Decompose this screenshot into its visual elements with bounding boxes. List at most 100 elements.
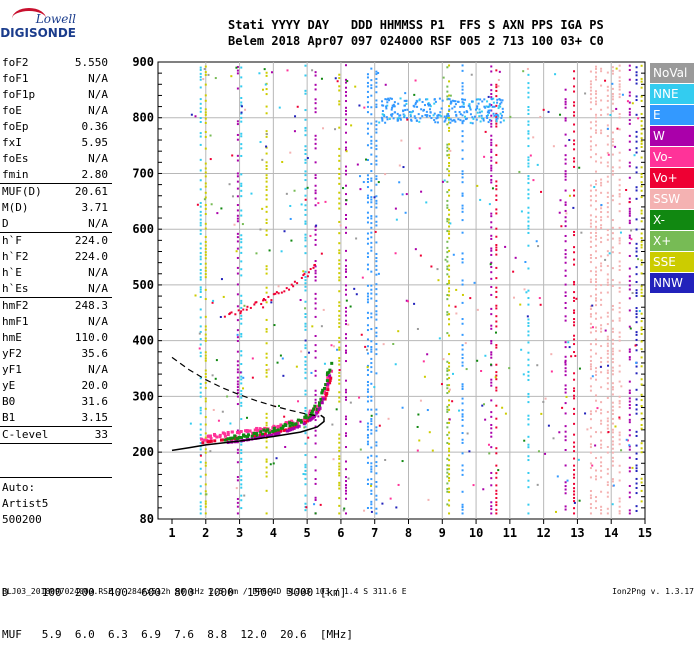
echo-point xyxy=(190,113,193,116)
echo-point xyxy=(382,343,385,346)
echo-point xyxy=(448,294,451,297)
echo-point xyxy=(589,199,592,202)
echo-point xyxy=(564,98,567,101)
echo-point xyxy=(495,476,498,479)
echo-point xyxy=(311,325,314,328)
trace-point xyxy=(291,423,295,427)
echo-point xyxy=(589,83,592,86)
echo-point xyxy=(461,130,464,133)
echo-point xyxy=(199,330,202,333)
echo-point xyxy=(344,226,347,229)
echo-point xyxy=(214,77,217,80)
echo-point xyxy=(343,507,346,510)
echo-point xyxy=(573,389,576,392)
echo-point xyxy=(370,246,373,249)
echo-point xyxy=(370,346,373,349)
trace-point xyxy=(307,271,310,274)
trace-point xyxy=(325,379,329,383)
echo-point xyxy=(204,512,207,515)
trace-point xyxy=(202,438,206,442)
echo-point xyxy=(265,130,268,133)
echo-point xyxy=(366,388,369,391)
echo-point xyxy=(573,85,576,88)
echo-point xyxy=(635,372,638,375)
echo-point xyxy=(573,372,576,375)
echo-point xyxy=(436,268,439,271)
echo-point xyxy=(296,105,299,108)
echo-point xyxy=(314,176,317,179)
trace-point xyxy=(253,303,256,306)
echo-point xyxy=(635,218,638,221)
y-tick-label: 900 xyxy=(132,55,154,69)
trace-point xyxy=(233,437,237,441)
echo-point xyxy=(640,140,643,143)
echo-point xyxy=(461,64,464,67)
echo-point xyxy=(513,296,516,299)
echo-point xyxy=(635,71,638,74)
echo-point xyxy=(490,339,493,342)
echo-point xyxy=(606,315,609,318)
echo-point xyxy=(628,389,631,392)
echo-point xyxy=(595,507,598,510)
echo-point xyxy=(338,382,341,385)
echo-point xyxy=(469,108,472,111)
echo-point xyxy=(628,392,631,395)
echo-point xyxy=(635,247,638,250)
echo-point xyxy=(635,135,638,138)
trace-point xyxy=(326,388,330,392)
echo-point xyxy=(314,74,317,77)
trace-point xyxy=(296,282,299,285)
echo-point xyxy=(414,117,417,120)
echo-point xyxy=(366,369,369,372)
echo-point xyxy=(338,446,341,449)
echo-point xyxy=(446,410,449,413)
echo-point xyxy=(405,193,408,196)
echo-point xyxy=(527,130,530,133)
echo-point xyxy=(573,450,576,453)
echo-point xyxy=(344,113,347,116)
echo-point xyxy=(204,147,207,150)
echo-point xyxy=(420,190,423,193)
echo-point xyxy=(589,256,592,259)
param-value: 0.36 xyxy=(81,120,109,133)
x-tick-label: 14 xyxy=(604,526,618,540)
echo-point xyxy=(263,68,266,71)
echo-point xyxy=(366,317,369,320)
echo-point xyxy=(338,437,341,440)
echo-point xyxy=(258,72,261,75)
echo-point xyxy=(236,403,239,406)
echo-point xyxy=(427,103,430,106)
echo-point xyxy=(199,232,202,235)
echo-point xyxy=(618,69,621,72)
echo-point xyxy=(344,149,347,152)
echo-point xyxy=(265,421,268,424)
trace-point xyxy=(265,434,269,438)
echo-point xyxy=(375,224,378,227)
echo-point xyxy=(589,219,592,222)
echo-point xyxy=(527,378,530,381)
echo-point xyxy=(607,431,610,434)
echo-point xyxy=(461,418,464,421)
echo-point xyxy=(304,409,307,412)
echo-point xyxy=(595,153,598,156)
echo-point xyxy=(304,328,307,331)
echo-point xyxy=(400,139,403,142)
echo-point xyxy=(304,307,307,310)
echo-point xyxy=(628,176,631,179)
echo-point xyxy=(448,279,451,282)
echo-point xyxy=(490,411,493,414)
echo-point xyxy=(461,469,464,472)
param-value: N/A xyxy=(88,282,108,295)
echo-point xyxy=(446,220,449,223)
echo-point xyxy=(336,348,339,351)
echo-point xyxy=(527,197,530,200)
echo-point xyxy=(618,370,621,373)
echo-point xyxy=(399,118,402,121)
echo-point xyxy=(461,432,464,435)
echo-point xyxy=(199,121,202,124)
echo-point xyxy=(595,370,598,373)
echo-point xyxy=(595,67,598,70)
echo-point xyxy=(448,491,451,494)
echo-point xyxy=(564,225,567,228)
echo-point xyxy=(242,376,245,379)
